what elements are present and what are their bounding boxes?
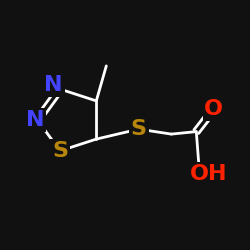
Text: N: N xyxy=(44,75,63,95)
Text: N: N xyxy=(26,110,44,130)
Text: S: S xyxy=(52,141,68,161)
Text: OH: OH xyxy=(190,164,228,184)
Text: O: O xyxy=(204,99,223,119)
Text: S: S xyxy=(131,119,147,139)
